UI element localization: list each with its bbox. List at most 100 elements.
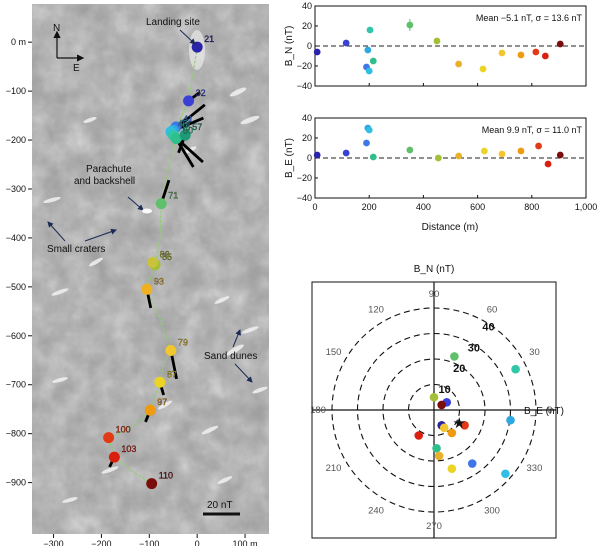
be-data-point [434,154,442,162]
bn-y-tick-label: 20 [302,21,312,31]
be-data-point [342,149,350,157]
station-marker [144,404,156,416]
be-y-tick-label: 0 [307,153,312,163]
polar-data-point [439,423,449,433]
be-x-tick-label: 200 [362,202,377,212]
polar-xlabel: B_E (nT) [524,406,564,417]
bn-data-point [366,26,374,34]
bn-data-point [369,57,377,65]
station-label: 103 [121,444,136,454]
station-label: 87 [167,369,177,379]
bn-data-point [364,46,372,54]
station-label: 21 [204,34,214,44]
map-y-tick-label: −100 [6,86,26,96]
station-marker [191,41,203,53]
compass [53,30,85,62]
be-data-point [365,126,373,134]
small-craters-label: Small craters [47,244,105,255]
station-label: 50 [183,126,193,136]
bn-y-tick-label: −40 [297,81,312,91]
station-label: 97 [157,397,167,407]
polar-ring-label: 30 [468,342,480,354]
polar-data-point [434,451,444,461]
station-label: 85 [162,252,172,262]
polar-data-point [447,428,457,438]
be-data-point [363,139,370,147]
be-data-point [406,146,414,154]
be-data-point [498,150,506,158]
station-label: 57 [192,122,202,132]
polar-angle-label: 330 [527,463,543,474]
station-label: 46 [180,122,190,132]
bn-data-point [532,48,540,56]
bn-data-point [342,39,350,47]
polar-data-point [437,400,446,410]
station-marker [146,478,158,490]
be-x-tick-label: 800 [524,202,539,212]
bn-y-tick-label: −20 [297,61,312,71]
polar-mean-star: ★ [453,415,466,432]
polar-angle-label: 120 [368,305,384,316]
map-x-tick-label: −200 [91,539,111,546]
be-xlabel: Distance (m) [422,222,479,233]
map-x-tick-label: 0 [195,539,200,546]
bn-ylabel: B_N (nT) [284,26,295,67]
map-y-tick-label: −800 [6,429,26,439]
be-y-tick-label: −40 [297,193,312,203]
polar-angle-label: 210 [326,463,342,474]
landing-site-label: Landing site [146,17,200,28]
map-y-tick-label: −900 [6,478,26,488]
bn-data-point [479,65,487,73]
dunes [43,87,268,503]
bn-stats: Mean −5.1 nT, σ = 13.6 nT [476,13,583,23]
compass-north-label: N [53,23,60,34]
polar-hodogram: B_N (nT) 0 30 60 90 120 150 180 210 240 270 300 330… [310,264,564,539]
bn-y-tick-label: 0 [307,41,312,51]
be-data-point [313,151,321,159]
bn-data-point [365,67,373,75]
field-vector [174,137,195,168]
parachute-label: Parachute [86,164,132,175]
sand-dunes-label: Sand dunes [204,351,257,362]
station-marker [155,198,167,210]
bn-data-point [455,60,463,68]
map-x-tick-label: −300 [43,539,63,546]
be-stats: Mean 9.9 nT, σ = 11.0 nT [482,125,583,135]
station-marker [108,451,120,463]
polar-data-point [429,392,439,402]
polar-data-point [506,415,515,425]
station-marker [141,283,153,295]
station-marker [147,256,159,268]
bn-data-point [517,51,525,59]
be-y-tick-label: 20 [302,133,312,143]
polar-data-point [414,431,423,440]
polar-ylabel: B_N (nT) [414,264,455,275]
be-x-tick-label: 0 [312,202,317,212]
polar-angle-label: 0 [547,405,552,416]
be-x-tick-label: 1,000 [575,202,598,212]
polar-data-point [450,352,459,361]
be-y-tick-label: 40 [302,113,312,123]
polar-angle-label: 270 [426,521,442,532]
be-ylabel: B_E (nT) [284,138,295,178]
polar-data-point [432,443,441,453]
bn-data-point [556,40,564,48]
backshell-label: and backshell [74,176,135,187]
be-data-point [544,160,552,168]
map-y-tick-label: −400 [6,233,26,243]
map-x-tick-label: −100 [139,539,159,546]
polar-data-point [511,364,520,374]
polar-ring-label: 40 [482,321,494,333]
station-marker [103,432,115,444]
station-label: 32 [196,88,206,98]
be-data-point [369,153,377,161]
be-x-tick-label: 400 [416,202,431,212]
be-data-point [535,142,542,150]
map-y-tick-label: −600 [6,331,26,341]
polar-data-point [501,469,510,479]
polar-angle-label: 90 [429,289,440,300]
bn-data-point [406,21,414,29]
bn-y-tick-label: 40 [302,1,312,11]
polar-ring-label: 10 [439,384,451,396]
station-label: 93 [154,276,164,286]
